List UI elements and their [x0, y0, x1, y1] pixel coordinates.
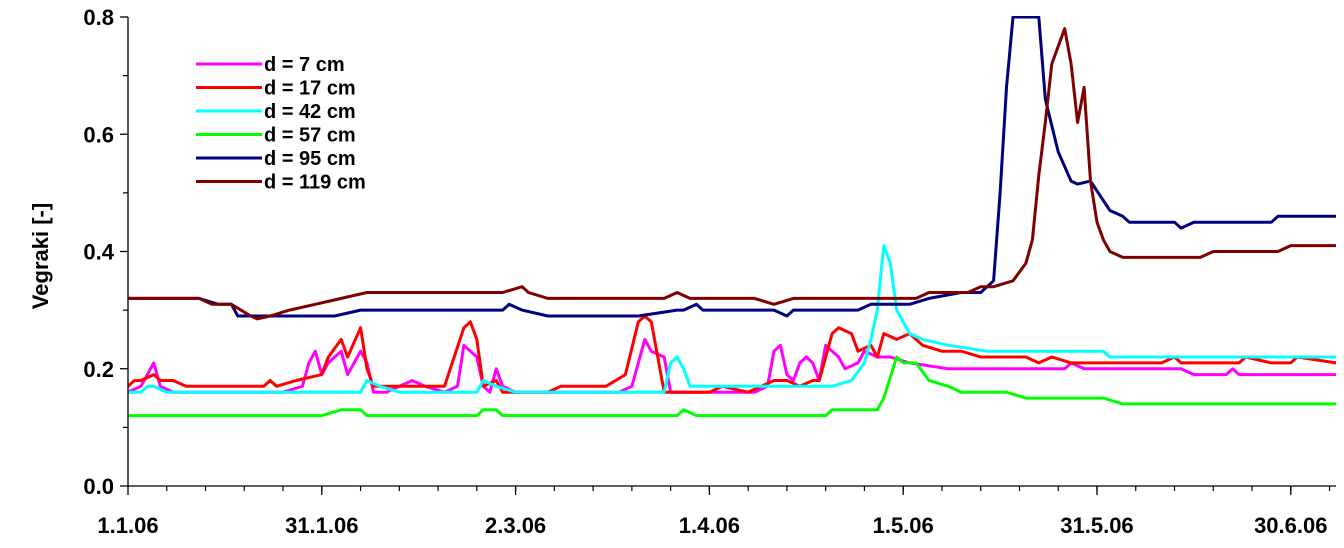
- axes: [120, 16, 1336, 495]
- y-tick-label: 0.2: [83, 357, 114, 382]
- y-tick-label: 0.8: [83, 5, 114, 30]
- x-tick-label: 31.5.06: [1060, 513, 1133, 538]
- series-line-1: [128, 337, 1336, 394]
- series-line-6: [128, 27, 1336, 321]
- legend-label: d = 119 cm: [264, 172, 366, 194]
- legend-label: d = 57 cm: [264, 125, 356, 147]
- x-tick-label: 30.6.06: [1254, 513, 1327, 538]
- legend-label: d = 95 cm: [264, 148, 356, 170]
- y-tick-label: 0.0: [83, 474, 114, 499]
- x-tick-labels: 1.1.06 31.1.06 2.3.06 1.4.06 1.5.06 31.5.06 30…: [97, 513, 1327, 538]
- legend-label: d = 7 cm: [264, 54, 345, 76]
- x-tick-label: 31.1.06: [285, 513, 358, 538]
- legend-label: d = 17 cm: [264, 78, 356, 100]
- plot-lines: [128, 16, 1336, 418]
- y-tick-label: 0.6: [83, 122, 114, 147]
- y-axis-title: Vegraki [-]: [28, 203, 53, 309]
- y-tick-label: 0.4: [83, 240, 114, 265]
- series-line-2: [128, 314, 1336, 394]
- legend: d = 7 cmd = 17 cmd = 42 cmd = 57 cmd = 9…: [196, 54, 366, 194]
- x-tick-label: 2.3.06: [485, 513, 546, 538]
- series-line-3: [128, 244, 1336, 394]
- x-tick-label: 1.1.06: [97, 513, 158, 538]
- legend-label: d = 42 cm: [264, 101, 356, 123]
- series-line-5: [128, 16, 1336, 318]
- x-tick-label: 1.5.06: [873, 513, 934, 538]
- x-tick-label: 1.4.06: [679, 513, 740, 538]
- y-tick-labels: 0.0 0.2 0.4 0.6 0.8: [83, 5, 114, 499]
- series-line-4: [128, 355, 1336, 418]
